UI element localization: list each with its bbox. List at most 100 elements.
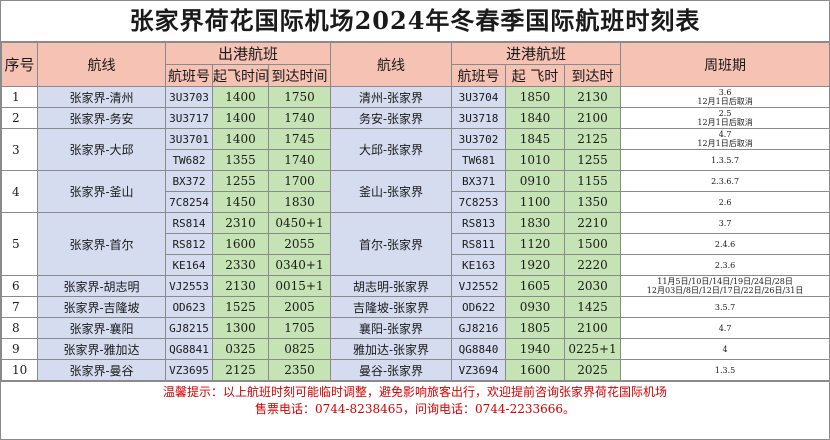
header-week: 周班期 — [620, 42, 830, 87]
inbound-flight-number: 3U3718 — [451, 107, 507, 129]
weekly-schedule: 2.3.6.7 — [620, 170, 830, 192]
outbound-arrival-time: 1700 — [267, 170, 332, 192]
outbound-arrival-time: 1705 — [267, 317, 332, 339]
weekly-schedule: 1.3.5 — [620, 359, 830, 381]
inbound-route: 务安-张家界 — [330, 107, 453, 129]
inbound-arrival-time: 2130 — [564, 86, 622, 108]
outbound-flight-number: VZ3695 — [165, 359, 213, 381]
outbound-arrival-time: 2005 — [267, 296, 332, 318]
table-row: 7 张家界-吉隆坡 OD623 1525 2005 吉隆坡-张家界 OD622 0930 142… — [1, 296, 830, 318]
inbound-route: 襄阳-张家界 — [330, 317, 453, 339]
inbound-arrival-time: 1350 — [564, 191, 622, 213]
header-in-arr: 到达时 — [564, 64, 622, 87]
inbound-departure-time: 1840 — [505, 107, 566, 129]
header-out-route: 航线 — [37, 42, 166, 87]
row-number: 6 — [1, 275, 38, 297]
inbound-route: 釜山-张家界 — [330, 170, 453, 213]
inbound-departure-time: 1100 — [505, 191, 566, 213]
inbound-route: 胡志明-张家界 — [330, 275, 453, 297]
inbound-arrival-time: 2210 — [564, 212, 622, 234]
inbound-flight-number: RS813 — [451, 212, 507, 234]
outbound-arrival-time: 0450+1 — [267, 212, 332, 234]
header-outbound: 出港航班 — [164, 42, 332, 65]
row-number: 8 — [1, 317, 38, 339]
header-in-flight-no: 航班号 — [451, 64, 507, 87]
outbound-flight-number: RS812 — [165, 233, 213, 255]
outbound-departure-time: 1450 — [212, 191, 269, 213]
inbound-arrival-time: 2100 — [564, 107, 622, 129]
schedule-table: 序号 航线 出港航班 航线 进港航班 周班期 航班号 起飞时间 到达时间 航班号… — [1, 42, 830, 381]
weekly-schedule: 3.7 — [620, 212, 830, 234]
outbound-departure-time: 2130 — [212, 275, 269, 297]
inbound-departure-time: 1120 — [505, 233, 566, 255]
inbound-departure-time: 1010 — [505, 149, 566, 171]
weekly-schedule: 4.7 12月1日后取消 — [620, 128, 830, 150]
outbound-arrival-time: 0015+1 — [267, 275, 332, 297]
outbound-arrival-time: 2055 — [267, 233, 332, 255]
outbound-arrival-time: 1740 — [267, 149, 332, 171]
outbound-route: 张家界-大邱 — [37, 128, 166, 171]
outbound-route: 张家界-务安 — [37, 107, 166, 129]
outbound-flight-number: 3U3717 — [165, 107, 213, 129]
inbound-route: 大邱-张家界 — [330, 128, 453, 171]
outbound-flight-number: QG8841 — [165, 338, 213, 360]
header-inbound: 进港航班 — [451, 42, 622, 65]
weekly-schedule: 3.6 12月1日后取消 — [620, 86, 830, 108]
inbound-arrival-time: 2030 — [564, 275, 622, 297]
weekly-schedule: 4.7 — [620, 317, 830, 339]
notice-line: 温馨提示：以上航班时刻可能临时调整，避免影响旅客出行，欢迎提前咨询张家界荷花国际… — [162, 385, 667, 399]
weekly-schedule: 1.3.5.7 — [620, 149, 830, 171]
inbound-arrival-time: 1500 — [564, 233, 622, 255]
inbound-route: 雅加达-张家界 — [330, 338, 453, 360]
table-row: 10 张家界-曼谷 VZ3695 2125 2350 曼谷-张家界 VZ3694 1600 20… — [1, 359, 830, 381]
outbound-route: 张家界-雅加达 — [37, 338, 166, 360]
inbound-arrival-time: 2220 — [564, 254, 622, 276]
outbound-route: 张家界-曼谷 — [37, 359, 166, 381]
inbound-departure-time: 1830 — [505, 212, 566, 234]
inbound-departure-time: 1600 — [505, 359, 566, 381]
outbound-departure-time: 2330 — [212, 254, 269, 276]
row-number: 10 — [1, 359, 38, 381]
inbound-flight-number: BX371 — [451, 170, 507, 192]
header-seq: 序号 — [1, 42, 38, 87]
outbound-departure-time: 1400 — [212, 128, 269, 150]
weekly-schedule: 11月5日/10日/14日/19日/24日/28日 12月03日/8日/12日/1… — [620, 275, 830, 297]
inbound-arrival-time: 1255 — [564, 149, 622, 171]
outbound-flight-number: RS814 — [165, 212, 213, 234]
inbound-flight-number: TW681 — [451, 149, 507, 171]
outbound-departure-time: 1400 — [212, 86, 269, 108]
inbound-departure-time: 1920 — [505, 254, 566, 276]
contact-line: 售票电话：0744-8238465，问询电话：0744-2233666。 — [254, 402, 576, 416]
inbound-flight-number: 3U3702 — [451, 128, 507, 150]
inbound-departure-time: 1940 — [505, 338, 566, 360]
row-number: 3 — [1, 128, 38, 171]
outbound-departure-time: 0325 — [212, 338, 269, 360]
outbound-departure-time: 1300 — [212, 317, 269, 339]
inbound-arrival-time: 1425 — [564, 296, 622, 318]
row-number: 4 — [1, 170, 38, 213]
table-row: 2 张家界-务安 3U3717 1400 1740 务安-张家界 3U3718 1840 210… — [1, 107, 830, 129]
outbound-flight-number: BX372 — [165, 170, 213, 192]
inbound-departure-time: 1850 — [505, 86, 566, 108]
inbound-flight-number: OD622 — [451, 296, 507, 318]
inbound-arrival-time: 0225+1 — [564, 338, 622, 360]
outbound-departure-time: 1400 — [212, 107, 269, 129]
inbound-route: 首尔-张家界 — [330, 212, 453, 276]
inbound-departure-time: 1805 — [505, 317, 566, 339]
inbound-route: 曼谷-张家界 — [330, 359, 453, 381]
outbound-flight-number: TW682 — [165, 149, 213, 171]
outbound-flight-number: GJ8215 — [165, 317, 213, 339]
inbound-arrival-time: 2125 — [564, 128, 622, 150]
outbound-arrival-time: 1745 — [267, 128, 332, 150]
header-in-dep: 起 飞时 — [505, 64, 566, 87]
inbound-departure-time: 1605 — [505, 275, 566, 297]
weekly-schedule: 2.4.6 — [620, 233, 830, 255]
outbound-departure-time: 1355 — [212, 149, 269, 171]
outbound-arrival-time: 0825 — [267, 338, 332, 360]
outbound-departure-time: 1255 — [212, 170, 269, 192]
table-row: 9 张家界-雅加达 QG8841 0325 0825 雅加达-张家界 QG8840 1940 0… — [1, 338, 830, 360]
weekly-schedule: 4 — [620, 338, 830, 360]
outbound-departure-time: 1600 — [212, 233, 269, 255]
outbound-route: 张家界-襄阳 — [37, 317, 166, 339]
